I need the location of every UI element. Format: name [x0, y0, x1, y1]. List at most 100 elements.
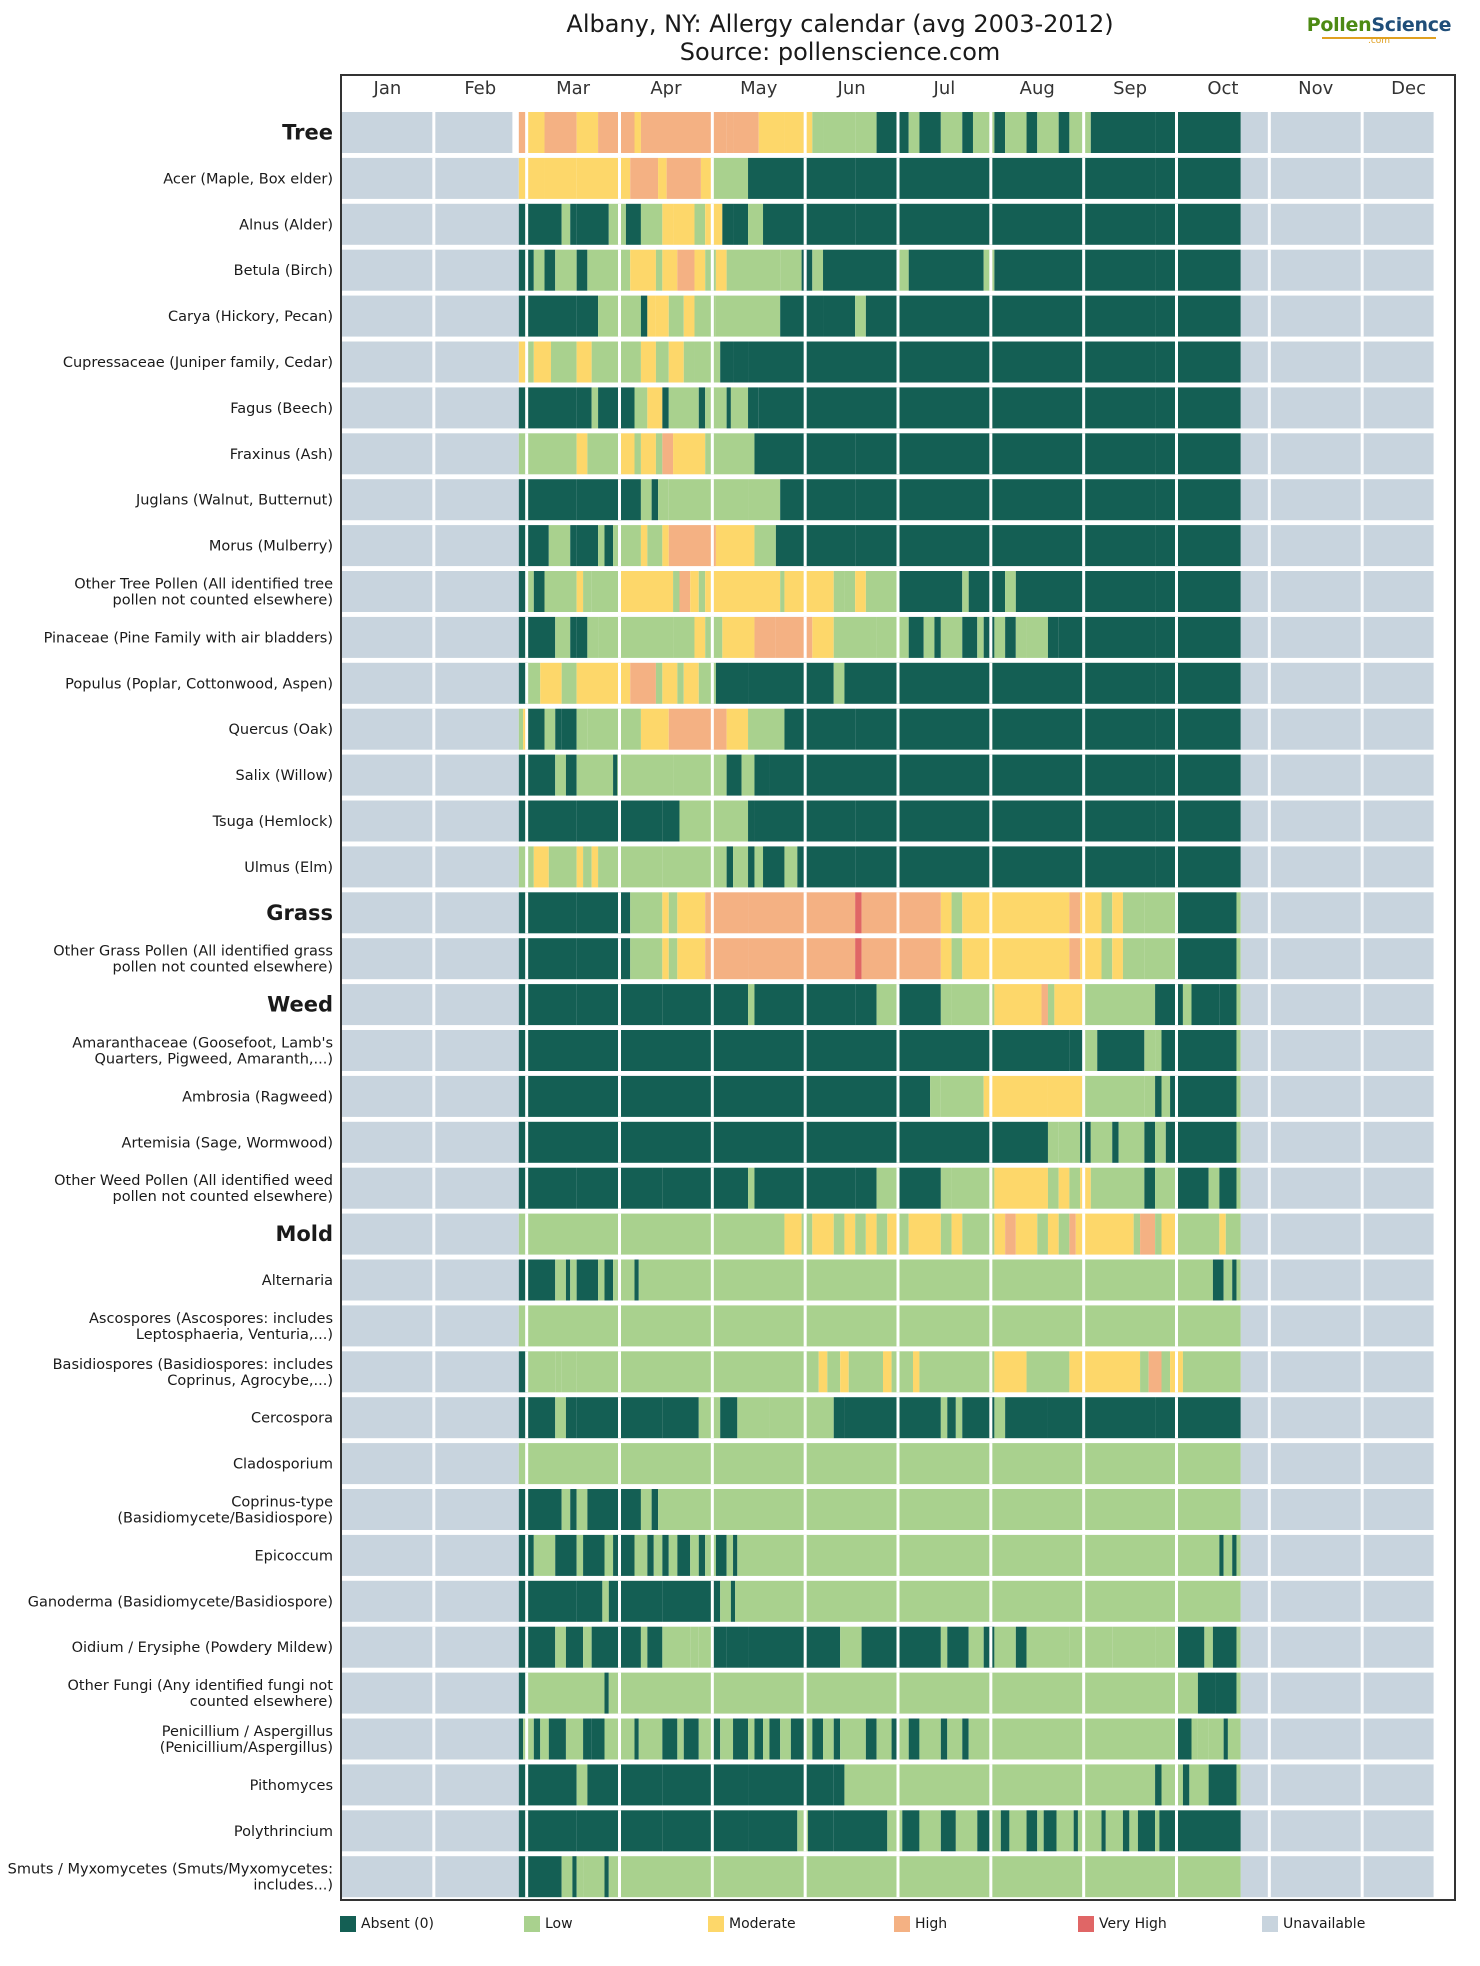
- heatmap-cell: [694, 616, 706, 658]
- heatmap-cell: [972, 112, 995, 153]
- heatmap-cell: [994, 112, 1006, 153]
- heatmap-cell: [1236, 1672, 1241, 1714]
- heatmap-cell: [666, 157, 701, 199]
- heatmap-cell: [1161, 1075, 1171, 1117]
- month-separator: [710, 1810, 714, 1852]
- heatmap-cell: [613, 1259, 635, 1301]
- heatmap-cell: [1240, 479, 1434, 521]
- heatmap-cell: [1112, 1121, 1119, 1163]
- month-separator: [1267, 1718, 1271, 1760]
- month-separator: [1267, 479, 1271, 521]
- heatmap-cell: [565, 1259, 571, 1301]
- chart-title: Albany, NY: Allergy calendar (avg 2003-2…: [566, 10, 1114, 38]
- month-separator: [1082, 708, 1086, 750]
- heatmap-cell: [518, 800, 577, 842]
- heatmap-cell: [341, 112, 513, 153]
- month-separator: [896, 249, 900, 291]
- heatmap-cell: [801, 1213, 813, 1255]
- month-separator: [525, 295, 529, 337]
- month-separator: [989, 984, 993, 1026]
- month-separator: [618, 525, 621, 567]
- month-separator: [710, 1856, 714, 1898]
- month-separator: [432, 708, 436, 750]
- heatmap-row: [341, 1580, 1434, 1622]
- month-separator: [1360, 984, 1364, 1026]
- month-separator: [1175, 1213, 1178, 1255]
- month-separator: [1175, 1030, 1178, 1071]
- month-label-sep: Sep: [1113, 78, 1147, 99]
- heatmap-cell: [994, 249, 1156, 291]
- heatmap-cell: [754, 846, 764, 888]
- heatmap-cell: [655, 433, 663, 475]
- month-separator: [1082, 1397, 1086, 1439]
- heatmap-cell: [533, 1718, 541, 1760]
- heatmap-cell: [341, 1580, 519, 1622]
- month-separator: [432, 616, 436, 658]
- heatmap-cell: [640, 341, 656, 383]
- heatmap-cell: [1236, 1167, 1241, 1209]
- month-label-nov: Nov: [1298, 78, 1333, 99]
- month-separator: [432, 1718, 436, 1760]
- heatmap-cell: [683, 1718, 699, 1760]
- heatmap-cell: [598, 112, 635, 153]
- month-separator: [1175, 1718, 1178, 1760]
- heatmap-cell: [576, 1534, 584, 1576]
- month-separator: [1360, 1443, 1364, 1485]
- month-separator: [803, 1718, 807, 1760]
- heatmap-cell: [576, 1259, 599, 1301]
- heatmap-cell: [1236, 1259, 1241, 1301]
- month-separator: [432, 938, 436, 980]
- heatmap-cell: [651, 479, 659, 521]
- heatmap-cell: [1047, 1075, 1085, 1117]
- heatmap-cell: [1155, 525, 1241, 567]
- heatmap-cell: [527, 1351, 556, 1393]
- heatmap-row: [341, 754, 1434, 796]
- month-separator: [1360, 203, 1364, 245]
- heatmap-cell: [840, 1351, 849, 1393]
- heatmap-cell: [1236, 1075, 1241, 1117]
- heatmap-cell: [769, 1397, 834, 1439]
- heatmap-cell: [518, 433, 577, 475]
- month-separator: [989, 1489, 993, 1530]
- heatmap-row: [341, 1534, 1434, 1576]
- heatmap-cell: [1140, 1351, 1149, 1393]
- row-label: Ambrosia (Ragweed): [182, 1089, 333, 1105]
- month-separator: [1082, 525, 1086, 567]
- heatmap-cell: [583, 846, 592, 888]
- heatmap-cell: [583, 1856, 605, 1898]
- heatmap-cell: [940, 1075, 984, 1117]
- heatmap-cell: [726, 846, 734, 888]
- month-separator: [803, 1626, 807, 1668]
- heatmap-row: [341, 1672, 1434, 1714]
- heatmap-cell: [1236, 1534, 1241, 1576]
- heatmap-cell: [1084, 1030, 1098, 1071]
- heatmap-row: [341, 249, 1434, 291]
- heatmap-row: [341, 1030, 1434, 1071]
- heatmap-cell: [898, 249, 909, 291]
- heatmap-cell: [748, 203, 764, 245]
- month-separator: [1082, 984, 1086, 1026]
- month-separator: [1267, 1856, 1271, 1898]
- logo-word-pollen: Pollen: [1306, 14, 1372, 36]
- heatmap-cell: [634, 1534, 648, 1576]
- heatmap-cell: [1155, 341, 1241, 383]
- month-separator: [432, 203, 436, 245]
- month-separator: [1360, 341, 1364, 383]
- heatmap-cell: [518, 938, 577, 980]
- heatmap-cell: [1240, 892, 1434, 934]
- heatmap-cell: [1043, 1810, 1057, 1852]
- heatmap-cell: [527, 571, 534, 612]
- heatmap-cell: [548, 1718, 566, 1760]
- heatmap-cell: [855, 295, 866, 337]
- heatmap-cell: [651, 1489, 659, 1530]
- heatmap-cell: [1155, 1213, 1162, 1255]
- heatmap-cell: [630, 662, 656, 704]
- heatmap-cell: [518, 1259, 556, 1301]
- heatmap-cell: [1240, 1121, 1434, 1163]
- month-separator: [1360, 1075, 1364, 1117]
- month-separator: [989, 1672, 993, 1714]
- month-separator: [1267, 1075, 1271, 1117]
- heatmap-row: [341, 1626, 1434, 1668]
- heatmap-cell: [1240, 846, 1434, 888]
- month-separator: [1267, 249, 1271, 291]
